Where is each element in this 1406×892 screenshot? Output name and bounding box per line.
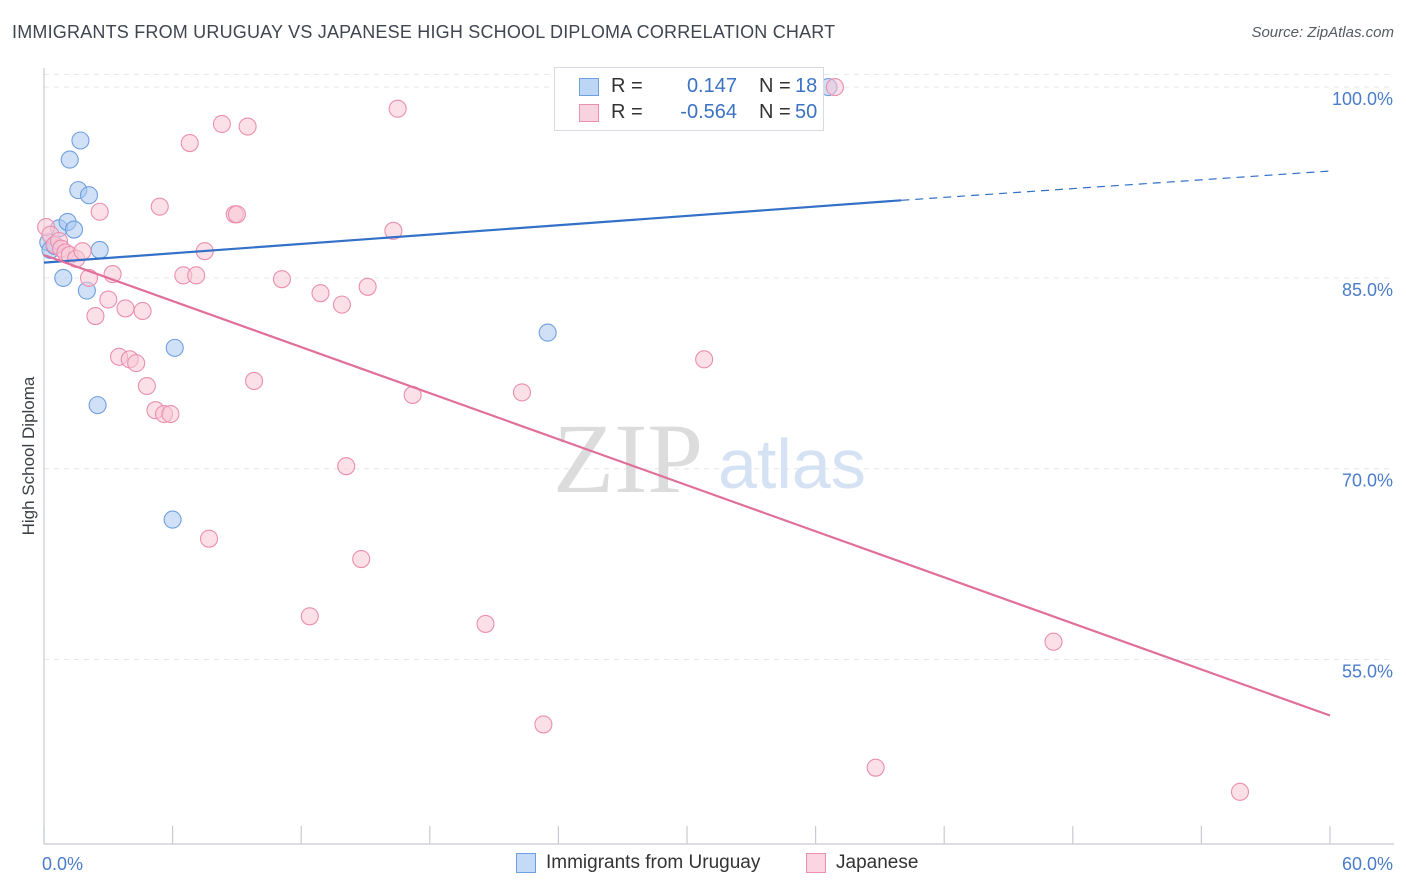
point-japanese: [244, 371, 264, 390]
watermark-atlas: atlas: [718, 425, 866, 503]
y-tick-labels: 55.0% 70.0% 85.0% 100.0%: [1332, 89, 1393, 681]
y-tick-label: 70.0%: [1342, 471, 1393, 491]
source-label: Source: ZipAtlas.com: [1251, 24, 1394, 41]
point-japanese: [73, 242, 92, 261]
trend-line-japanese: [43, 253, 1331, 717]
legend-label-japanese: Japanese: [836, 852, 919, 873]
point-uruguay: [88, 396, 107, 415]
legend-swatch-uruguay: [579, 78, 599, 96]
data-points: [37, 78, 1250, 801]
point-japanese: [212, 114, 231, 134]
x-tick-label: 0.0%: [42, 854, 83, 874]
point-japanese: [1044, 632, 1063, 651]
point-japanese: [332, 295, 351, 314]
point-japanese: [187, 266, 206, 285]
r-label: R =: [611, 75, 643, 97]
point-japanese: [311, 284, 330, 303]
point-japanese: [534, 715, 553, 734]
point-japanese: [227, 205, 246, 224]
n-value: 50: [795, 101, 818, 123]
y-axis-label: High School Diploma: [19, 376, 38, 535]
point-japanese: [384, 221, 403, 240]
axes: [43, 68, 1394, 845]
trend-line-uruguay: [43, 199, 902, 264]
point-japanese: [137, 376, 156, 396]
point-japanese: [337, 457, 356, 476]
n-label: N =: [759, 101, 791, 123]
point-japanese: [1230, 782, 1250, 801]
legend-swatch-japanese: [579, 104, 599, 122]
point-japanese: [116, 299, 135, 318]
point-japanese: [358, 277, 377, 296]
r-value: -0.564: [680, 101, 737, 123]
point-japanese: [300, 607, 319, 626]
point-japanese: [238, 117, 257, 136]
chart-title: IMMIGRANTS FROM URUGUAY VS JAPANESE HIGH…: [12, 22, 836, 42]
point-uruguay: [54, 268, 73, 287]
point-uruguay: [60, 150, 79, 169]
trend-lines: [43, 170, 1331, 717]
n-value: 18: [795, 75, 818, 97]
legend-swatch-uruguay: [516, 853, 536, 873]
x-tick-label: 60.0%: [1342, 854, 1393, 874]
point-uruguay: [79, 186, 99, 205]
y-tick-label: 55.0%: [1342, 662, 1393, 682]
point-japanese: [127, 354, 146, 373]
point-japanese: [180, 134, 199, 153]
legend-label-uruguay: Immigrants from Uruguay: [546, 852, 761, 873]
point-japanese: [388, 99, 407, 118]
point-japanese: [476, 614, 495, 633]
trend-extension-uruguay: [901, 170, 1331, 201]
point-japanese: [150, 197, 169, 216]
point-japanese: [352, 549, 371, 569]
point-uruguay: [165, 338, 184, 357]
x-tick-labels: 0.0% 60.0%: [42, 854, 1393, 874]
point-japanese: [272, 270, 291, 289]
point-japanese: [86, 307, 105, 326]
point-japanese: [695, 350, 714, 369]
point-uruguay: [163, 510, 182, 529]
point-japanese: [825, 78, 844, 97]
legend-swatch-japanese: [806, 853, 826, 873]
point-japanese: [133, 301, 152, 321]
point-uruguay: [71, 131, 90, 150]
r-value: 0.147: [686, 75, 737, 97]
grid-lines: [44, 73, 1394, 661]
n-label: N =: [759, 75, 791, 97]
point-japanese: [161, 404, 180, 424]
point-japanese: [99, 290, 118, 309]
point-japanese: [512, 383, 532, 402]
point-japanese: [199, 529, 219, 548]
y-tick-label: 85.0%: [1342, 280, 1393, 300]
r-label: R =: [611, 101, 643, 123]
y-tick-label: 100.0%: [1332, 89, 1393, 109]
point-japanese: [866, 758, 885, 777]
point-japanese: [90, 202, 109, 221]
point-uruguay: [64, 220, 84, 239]
point-uruguay: [90, 240, 109, 259]
correlation-legend: R = 0.147 N = 18 R = -0.564 N = 50: [554, 67, 824, 131]
watermark-zip: ZIP: [553, 403, 703, 514]
point-uruguay: [538, 323, 557, 342]
